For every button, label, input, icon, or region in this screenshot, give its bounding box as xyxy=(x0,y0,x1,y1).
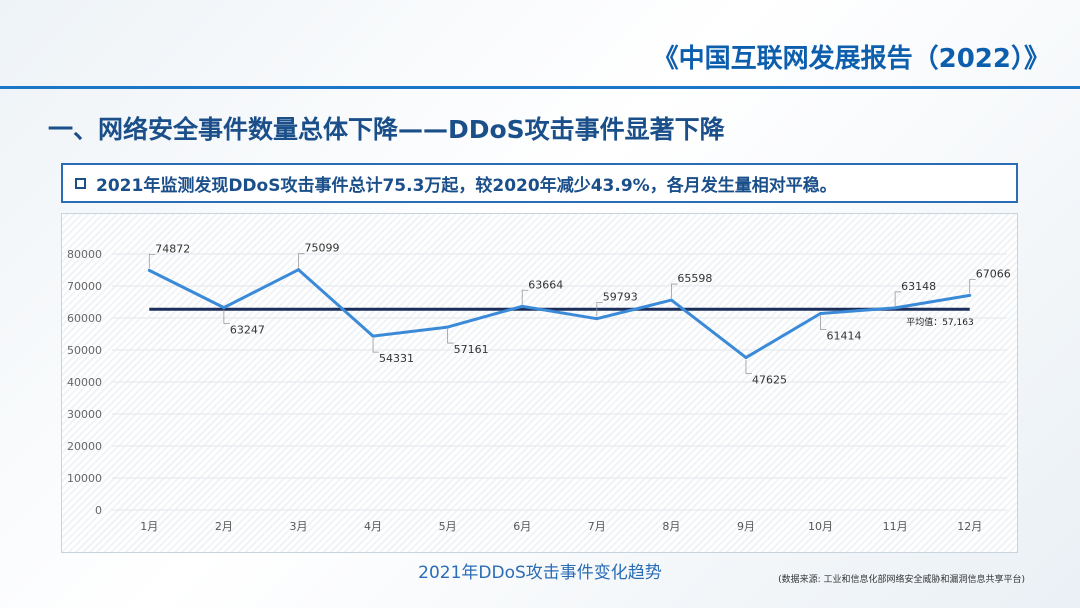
x-tick-label: 5月 xyxy=(439,520,457,533)
summary-box: 2021年监测发现DDoS攻击事件总计75.3万起，较2020年减少43.9%，… xyxy=(61,163,1018,203)
data-label: 57161 xyxy=(454,343,489,356)
data-label-leader xyxy=(670,283,678,299)
average-line-group: 平均值：57,163 xyxy=(149,307,974,328)
data-label: 63148 xyxy=(901,280,936,293)
data-point xyxy=(446,325,450,329)
data-label: 65598 xyxy=(677,272,712,285)
x-tick-label: 1月 xyxy=(140,520,158,533)
line-chart: 0 10000 20000 30000 40000 50000 60000 70000 8000… xyxy=(67,242,1011,533)
x-tick-label: 9月 xyxy=(737,520,755,533)
x-axis-ticks: 1月 2月 3月 4月 5月 6月 7月 8月 9月 10月 11月 12月 xyxy=(140,520,982,533)
data-point xyxy=(520,304,524,308)
data-label-leader xyxy=(820,315,827,330)
y-tick-label: 30000 xyxy=(67,408,102,421)
header-divider xyxy=(0,86,1080,89)
x-tick-label: 4月 xyxy=(364,520,382,533)
data-point xyxy=(893,306,897,310)
y-tick-label: 80000 xyxy=(67,248,102,261)
y-tick-label: 70000 xyxy=(67,280,102,293)
data-label: 63664 xyxy=(528,278,563,291)
data-label: 61414 xyxy=(827,329,862,342)
data-label-group: 74872 63247 75099 54331 57161 63664 59793 65598… xyxy=(148,242,1011,387)
x-tick-label: 2月 xyxy=(215,520,233,533)
data-point xyxy=(968,293,972,297)
data-label-leader xyxy=(148,254,156,269)
x-tick-label: 11月 xyxy=(883,520,908,533)
data-point xyxy=(595,317,599,321)
average-label: 平均值：57,163 xyxy=(906,316,974,328)
y-tick-label: 0 xyxy=(95,504,102,517)
report-title: 《中国互联网发展报告（2022）》 xyxy=(652,44,1050,74)
data-label: 47625 xyxy=(752,374,787,387)
y-tick-label: 20000 xyxy=(67,440,102,453)
data-point xyxy=(669,298,673,302)
data-point xyxy=(744,356,748,360)
y-tick-label: 60000 xyxy=(67,312,102,325)
data-point xyxy=(147,268,151,272)
x-tick-label: 12月 xyxy=(957,520,982,533)
data-label-leader xyxy=(223,309,230,325)
x-tick-label: 7月 xyxy=(588,520,606,533)
data-label-leader xyxy=(596,302,603,317)
data-point xyxy=(819,311,823,315)
data-point xyxy=(371,334,375,338)
data-label-leader xyxy=(298,253,305,268)
source-note: (数据来源: 工业和信息化部网络安全威胁和漏洞信息共享平台) xyxy=(778,575,1025,585)
series-line xyxy=(148,268,970,360)
data-point xyxy=(222,306,226,310)
data-label: 63247 xyxy=(230,324,265,337)
y-tick-label: 10000 xyxy=(67,472,102,485)
summary-text: 2021年监测发现DDoS攻击事件总计75.3万起，较2020年减少43.9%，… xyxy=(96,175,837,196)
data-label-leader xyxy=(521,289,529,305)
data-label: 59793 xyxy=(603,291,638,304)
data-label-leader xyxy=(894,291,902,306)
data-label-leader xyxy=(447,329,454,344)
data-label: 54331 xyxy=(379,352,414,365)
y-tick-label: 50000 xyxy=(67,344,102,357)
y-axis-ticks: 0 10000 20000 30000 40000 50000 60000 70000 8000… xyxy=(67,248,102,517)
data-label-leader xyxy=(969,278,976,294)
data-label: 74872 xyxy=(155,242,190,255)
data-point xyxy=(296,268,300,272)
x-tick-label: 3月 xyxy=(289,520,307,533)
data-label-leader xyxy=(372,338,380,353)
section-heading: 一、网络安全事件数量总体下降——DDoS攻击事件显著下降 xyxy=(48,115,725,144)
checkbox-bullet-icon xyxy=(75,177,86,189)
chart-caption: 2021年DDoS攻击事件变化趋势 xyxy=(418,563,662,583)
data-label-leader xyxy=(745,359,752,375)
chart-frame: 0 10000 20000 30000 40000 50000 60000 70000 8000… xyxy=(61,213,1018,553)
x-tick-label: 8月 xyxy=(662,520,680,533)
x-tick-label: 10月 xyxy=(808,520,833,533)
chart-gridlines xyxy=(112,253,1007,511)
x-tick-label: 6月 xyxy=(513,520,531,533)
y-tick-label: 40000 xyxy=(67,376,102,389)
series-group xyxy=(147,268,972,360)
data-label: 75099 xyxy=(304,242,339,255)
data-label: 67066 xyxy=(976,267,1011,280)
